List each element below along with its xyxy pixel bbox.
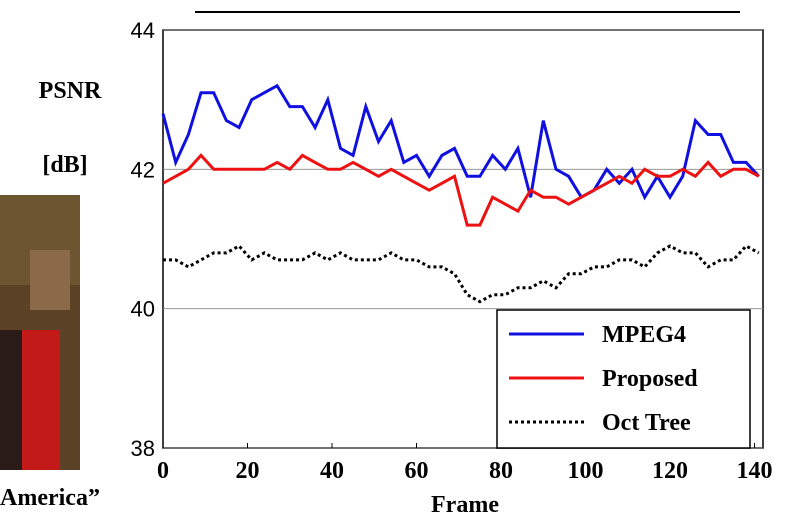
x-tick-label: 40 — [320, 458, 344, 484]
legend-label: Oct Tree — [602, 410, 691, 436]
legend: MPEG4 Proposed Oct Tree — [496, 309, 751, 449]
x-tick-label: 120 — [652, 458, 688, 484]
series-line — [161, 83, 760, 201]
y-tick-label: 44 — [131, 18, 155, 43]
x-tick-label: 0 — [157, 458, 169, 484]
x-tick-label: 80 — [489, 458, 513, 484]
x-tick-label: 100 — [568, 458, 604, 484]
y-tick-label: 40 — [131, 297, 155, 322]
photo-crop — [0, 195, 80, 470]
x-tick-label: 60 — [405, 458, 429, 484]
x-label: Frame — [431, 492, 499, 518]
caption-fragment: America” — [0, 485, 100, 511]
y-label: PSNR — [39, 78, 102, 104]
x-tick-label: 20 — [236, 458, 260, 484]
series-line — [162, 153, 760, 227]
series-line — [163, 244, 760, 304]
y-tick-label: 42 — [131, 157, 155, 182]
legend-label: Proposed — [602, 366, 698, 392]
y-label: [dB] — [42, 152, 87, 178]
legend-label: MPEG4 — [602, 322, 686, 348]
x-tick-label: 140 — [737, 458, 773, 484]
y-tick-label: 38 — [131, 436, 155, 461]
